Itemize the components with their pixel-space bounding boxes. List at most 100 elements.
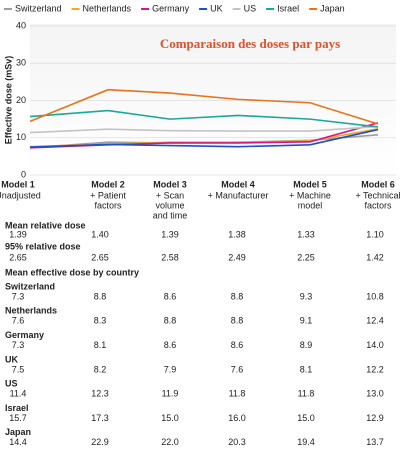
cell: 9.3 [300,291,313,301]
cell: 17.3 [91,413,109,423]
legend-label: Germany [152,3,190,13]
cell: 16.0 [228,413,246,423]
legend-label: Netherlands [83,3,132,13]
x-tick-note: Unadjusted [0,190,41,200]
row-label: Switzerland [5,281,55,291]
y-axis-label: Effective dose (mSv) [3,56,13,145]
legend-label: UK [210,3,223,13]
cell: 20.3 [228,437,246,447]
cell: 10.8 [366,291,384,301]
row-label: Netherlands [5,306,57,316]
legend-label: Israel [277,3,299,13]
cell: 13.0 [366,389,384,399]
cell: 8.3 [94,316,107,326]
cell: 7.3 [12,340,25,350]
cell: 8.6 [164,291,177,301]
y-tick-label: 30 [16,58,26,68]
series-line [29,88,379,125]
x-tick-label: Model 6 [361,179,395,189]
x-tick-note: + Technical [355,190,400,200]
chart-title: Comparaison des doses par pays [160,36,340,51]
cell: 7.3 [12,291,25,301]
cell: 1.38 [228,229,246,239]
cell: 7.6 [12,316,25,326]
cell: 15.7 [9,413,27,423]
cell: 1.10 [366,229,384,239]
cell: 2.25 [297,252,315,262]
cell: 15.0 [161,413,179,423]
x-tick-note: + Manufacturer [208,190,269,200]
row-label: US [5,379,18,389]
legend-label: Japan [320,3,345,13]
cell: 2.65 [91,252,109,262]
cell: 8.8 [164,316,177,326]
cell: 8.2 [94,364,107,374]
section-heading: Mean effective dose by country [5,267,139,277]
cell: 1.33 [297,229,315,239]
cell: 1.39 [9,229,27,239]
row-label: 95% relative dose [5,241,81,251]
series-line [29,128,379,148]
cell: 7.6 [231,364,244,374]
y-tick-label: 20 [16,95,26,105]
cell: 14.4 [9,437,27,447]
cell: 12.2 [366,364,384,374]
plot-area [30,24,396,175]
cell: 11.8 [298,389,315,399]
cell: 8.6 [164,340,177,350]
cell: 11.9 [162,389,179,399]
cell: 11.8 [229,389,246,399]
cell: 2.58 [161,252,179,262]
row-label: Germany [5,330,44,340]
x-tick-note: model [298,200,323,210]
x-tick-label: Model 4 [221,179,255,189]
x-tick-label: Model 5 [293,179,327,189]
row-label: Israel [5,403,29,413]
cell: 8.1 [94,340,107,350]
x-tick-note: + Machine [289,190,331,200]
row-label: Japan [5,427,31,437]
cell: 12.3 [91,389,109,399]
cell: 22.9 [91,437,109,447]
cell: 9.1 [300,316,313,326]
x-tick-label: Model 2 [91,179,125,189]
y-tick-label: 40 [16,20,26,30]
cell: 8.8 [94,291,107,301]
cell: 8.9 [300,340,313,350]
cell: 7.5 [12,364,25,374]
cell: 19.4 [297,437,315,447]
x-tick-label: Model 3 [153,179,187,189]
cell: 8.8 [231,316,244,326]
cell: 2.65 [9,252,27,262]
cell: 2.49 [228,252,246,262]
legend-label: US [244,3,257,13]
cell: 8.6 [231,340,244,350]
cell: 15.0 [297,413,315,423]
x-tick-note: + Patient [90,190,126,200]
cell: 1.42 [366,252,384,262]
y-tick-label: 10 [16,132,26,142]
series-line [29,109,379,128]
cell: 1.40 [91,229,109,239]
cell: 22.0 [161,437,179,447]
cell: 8.8 [231,291,244,301]
x-tick-note: + Scan [156,190,184,200]
cell: 7.9 [164,364,177,374]
cell: 12.9 [366,413,384,423]
y-tick-label: 0 [21,169,26,179]
x-tick-note: volume [155,200,184,210]
cell: 12.4 [366,316,384,326]
x-tick-note: factors [94,200,122,210]
series-line [29,125,379,134]
cell: 11.4 [10,389,27,399]
cell: 14.0 [366,340,384,350]
x-tick-label: Model 1 [1,179,35,189]
cell: 1.39 [161,229,179,239]
legend-label: Switzerland [15,3,62,13]
cell: 13.7 [366,437,384,447]
cell: 8.1 [300,364,313,374]
x-tick-note: factors [364,200,392,210]
row-label: Mean relative dose [5,220,86,230]
row-label: UK [5,354,18,364]
